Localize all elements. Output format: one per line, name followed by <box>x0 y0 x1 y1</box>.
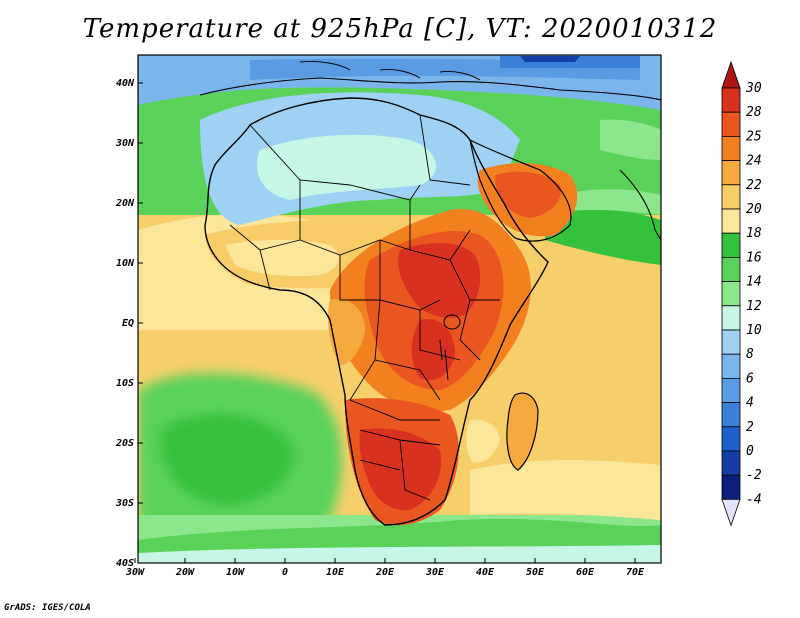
colorbar-segment <box>721 111 741 137</box>
colorbar-segment <box>721 232 741 258</box>
lon-tick-label: 0 <box>282 567 288 578</box>
colorbar-label: 28 <box>746 105 762 120</box>
lon-tick-label: 70E <box>626 567 645 578</box>
lat-tick-label: 10N <box>116 258 135 269</box>
colorbar-label: 20 <box>746 202 762 217</box>
colorbar-segment <box>721 208 741 234</box>
lat-tick-label: 40S <box>116 558 134 569</box>
lon-tick-label: 10W <box>226 567 245 578</box>
colorbar-segment <box>721 256 741 282</box>
colorbar-segment <box>721 87 741 113</box>
colorbar-segment <box>721 426 741 452</box>
colorbar-label: 0 <box>746 444 754 459</box>
lat-tick-label: 20N <box>115 198 135 209</box>
colorbar-over-arrow <box>721 60 741 89</box>
lat-tick-label: 40N <box>116 78 135 89</box>
chart-title: Temperature at 925hPa [C], VT: 202001031… <box>82 14 718 44</box>
lat-tick-label: 20S <box>115 438 134 449</box>
lat-tick-label: 30S <box>115 498 134 509</box>
colorbar-segment <box>721 184 741 210</box>
colorbar-label: 8 <box>746 347 754 362</box>
colorbar-segment <box>721 474 741 500</box>
lon-tick-label: 60E <box>576 567 595 578</box>
lat-tick-label: EQ <box>122 318 134 329</box>
colorbar-label: 14 <box>746 275 762 290</box>
colorbar-segment <box>721 281 741 307</box>
credit-text: GrADS: IGES/COLA <box>4 603 91 613</box>
colorbar-label: 22 <box>746 178 762 193</box>
colorbar-segment <box>721 402 741 428</box>
longitude-axis: 30W 20W 10W 0 10E 20E 30E 40E 50E 60E 70E <box>125 558 645 578</box>
colorbar-label: 24 <box>746 154 762 169</box>
lat-tick-label: 30N <box>115 138 135 149</box>
lon-tick-label: 10E <box>326 567 345 578</box>
colorbar-label: 12 <box>746 299 762 314</box>
colorbar-segment <box>721 450 741 476</box>
lon-tick-label: 30W <box>125 567 145 578</box>
latitude-axis: 40N 30N 20N 10N EQ 10S 20S 30S 40S <box>115 78 143 569</box>
colorbar-label: 18 <box>746 226 762 241</box>
colorbar-label: 16 <box>746 250 762 265</box>
colorbar-segment <box>721 305 741 331</box>
colorbar-label: 10 <box>746 323 762 338</box>
lon-tick-label: 30E <box>425 567 445 578</box>
colorbar-under-arrow <box>721 498 741 527</box>
lon-tick-label: 50E <box>526 567 545 578</box>
colorbar-segment <box>721 377 741 403</box>
colorbar-label: 25 <box>746 129 762 144</box>
lon-tick-label: 40E <box>476 567 495 578</box>
colorbar-segment <box>721 135 741 161</box>
temperature-field <box>138 55 661 563</box>
colorbar-segment <box>721 160 741 186</box>
colorbar-label: 6 <box>746 371 754 386</box>
lon-tick-label: 20W <box>175 567 195 578</box>
colorbar-segment <box>721 329 741 355</box>
colorbar-label: 2 <box>746 420 754 435</box>
map-frame <box>137 54 662 564</box>
colorbar-label: 30 <box>745 81 762 96</box>
colorbar-segment <box>721 353 741 379</box>
colorbar-label: -2 <box>746 468 762 483</box>
lon-tick-label: 20E <box>375 567 395 578</box>
colorbar-label: 4 <box>746 396 754 411</box>
lat-tick-label: 10S <box>116 378 134 389</box>
colorbar-label: -4 <box>746 492 762 507</box>
